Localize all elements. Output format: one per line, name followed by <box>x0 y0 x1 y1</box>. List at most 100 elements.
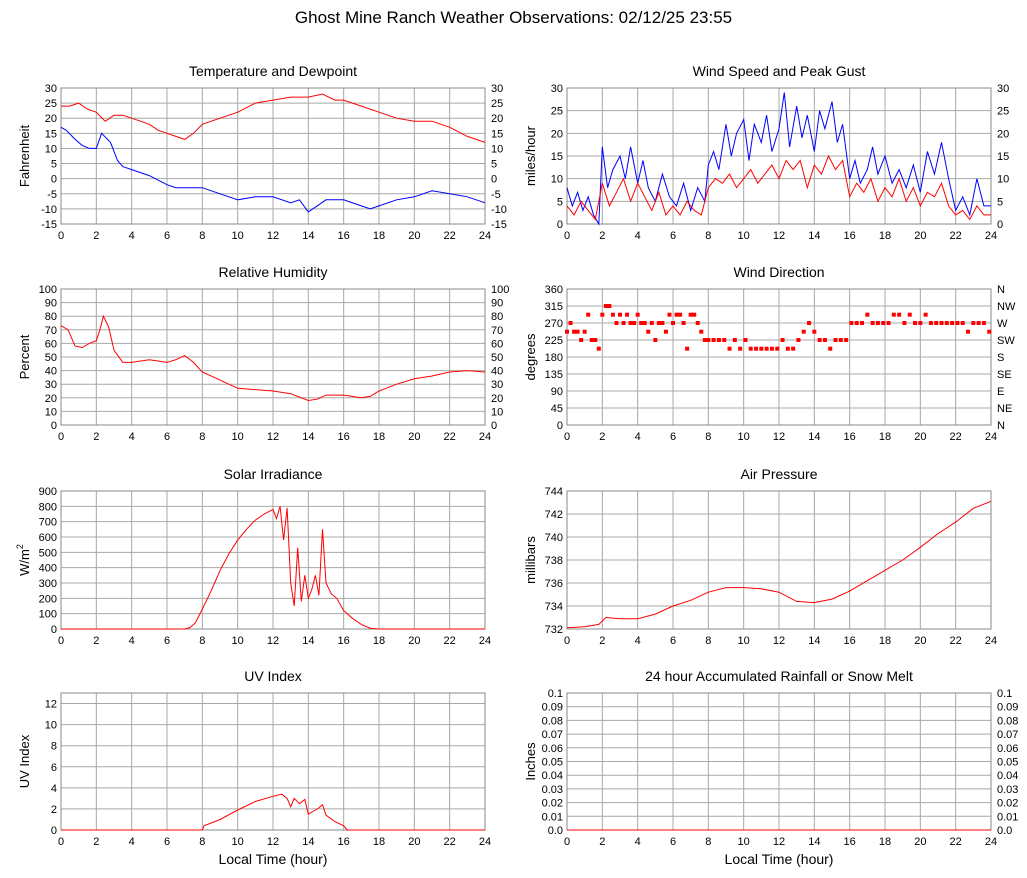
data-point <box>849 321 854 325</box>
series-line-1 <box>566 92 991 226</box>
x-tick-label: 16 <box>844 635 856 647</box>
x-tick-label: 10 <box>738 431 750 443</box>
data-point <box>589 338 594 342</box>
data-point <box>897 312 902 317</box>
x-tick-label: 20 <box>914 635 926 647</box>
y-tick-label: 0 <box>557 219 563 231</box>
data-point <box>801 329 806 334</box>
plot-frame <box>60 490 486 630</box>
y-tick-label: 270 <box>545 318 563 330</box>
x-tick-label: 16 <box>338 431 350 443</box>
data-point <box>913 321 918 325</box>
y-tick-label-right: -15 <box>491 219 507 231</box>
chart-title: UV Index <box>244 668 302 684</box>
y-tick-label-right: S <box>997 352 1004 364</box>
data-point <box>812 329 817 334</box>
x-tick-label: 20 <box>408 836 420 848</box>
x-tick-label: 6 <box>164 431 170 443</box>
y-tick-label: -15 <box>41 219 57 231</box>
data-point <box>671 321 675 325</box>
y-tick-label: 20 <box>551 128 563 140</box>
y-tick-label: 100 <box>39 609 57 621</box>
y-axis-label: millibars <box>523 536 538 584</box>
y-tick-label: 0.02 <box>542 798 563 810</box>
y-axis-label: Inches <box>523 742 538 781</box>
y-tick-label: 8 <box>51 741 57 753</box>
y-tick-label: 738 <box>545 555 563 567</box>
data-point <box>706 338 711 342</box>
y-tick-label-right: N <box>997 420 1005 432</box>
y-tick-label-right: 0.04 <box>997 770 1018 782</box>
data-point <box>775 346 780 351</box>
y-tick-label: 360 <box>545 284 563 296</box>
x-tick-label: 14 <box>302 230 314 242</box>
chart-8: 24 hour Accumulated Rainfall or Snow Mel… <box>523 668 1018 867</box>
y-tick-label-right: 0.02 <box>997 798 1018 810</box>
x-tick-label: 18 <box>879 230 891 242</box>
x-tick-label: 8 <box>199 635 205 647</box>
data-point <box>618 312 622 317</box>
data-point <box>769 346 774 351</box>
x-tick-label: 14 <box>808 836 820 848</box>
x-tick-label: 2 <box>599 230 605 242</box>
y-tick-label-right: SW <box>997 335 1015 347</box>
x-tick-label: 16 <box>338 635 350 647</box>
x-tick-label: 8 <box>705 635 711 647</box>
data-point <box>748 346 753 351</box>
y-tick-label: 800 <box>39 501 57 513</box>
x-tick-label: 22 <box>950 230 962 242</box>
plot-frame <box>60 87 486 225</box>
data-point <box>565 329 569 334</box>
x-tick-label: 22 <box>444 230 456 242</box>
x-tick-label: 14 <box>808 431 820 443</box>
x-tick-label: 24 <box>985 431 997 443</box>
x-tick-label: 14 <box>808 230 820 242</box>
x-tick-label: 14 <box>808 635 820 647</box>
x-tick-label: 0 <box>58 230 64 242</box>
y-tick-label: 25 <box>551 106 563 118</box>
data-point <box>621 321 626 325</box>
x-tick-label: 16 <box>844 836 856 848</box>
y-tick-label-right: NE <box>997 403 1012 415</box>
data-point <box>923 312 928 317</box>
y-tick-label: 700 <box>39 517 57 529</box>
y-tick-label-right: 0.1 <box>997 688 1012 700</box>
x-tick-label: 14 <box>302 431 314 443</box>
data-point <box>987 329 992 334</box>
y-tick-label-right: 0 <box>491 174 497 186</box>
x-tick-label: 24 <box>479 230 491 242</box>
x-tick-label: 8 <box>199 431 205 443</box>
y-tick-label: 10 <box>45 406 57 418</box>
y-tick-label: 0.0 <box>548 825 563 837</box>
data-point <box>854 321 859 325</box>
x-tick-label: 8 <box>199 230 205 242</box>
data-point <box>759 346 764 351</box>
y-tick-label: 0.04 <box>542 770 563 782</box>
data-point <box>886 321 891 325</box>
y-tick-label-right: W <box>997 318 1008 330</box>
data-point <box>860 321 865 325</box>
data-point <box>660 321 665 325</box>
y-tick-label-right: 0.07 <box>997 729 1018 741</box>
x-tick-label: 4 <box>129 230 135 242</box>
data-point <box>674 312 679 317</box>
data-point <box>646 329 651 334</box>
y-tick-label-right: 25 <box>491 98 503 110</box>
y-axis-label: Fahrenheit <box>17 125 32 188</box>
chart-5: Solar Irradiance010020030040050060070080… <box>15 466 491 647</box>
x-tick-label: 2 <box>599 836 605 848</box>
y-tick-label: 15 <box>45 128 57 140</box>
x-tick-label: 12 <box>773 431 785 443</box>
y-tick-label-right: 60 <box>491 338 503 350</box>
chart-title: Relative Humidity <box>219 264 328 280</box>
x-tick-label: 8 <box>705 836 711 848</box>
y-tick-label: 180 <box>545 352 563 364</box>
x-tick-label: 4 <box>635 431 641 443</box>
data-point <box>600 312 605 317</box>
data-point <box>586 312 591 317</box>
x-tick-label: 0 <box>58 431 64 443</box>
y-tick-label: 90 <box>551 386 563 398</box>
y-tick-label: -5 <box>47 189 57 201</box>
series-line-1 <box>61 793 485 831</box>
